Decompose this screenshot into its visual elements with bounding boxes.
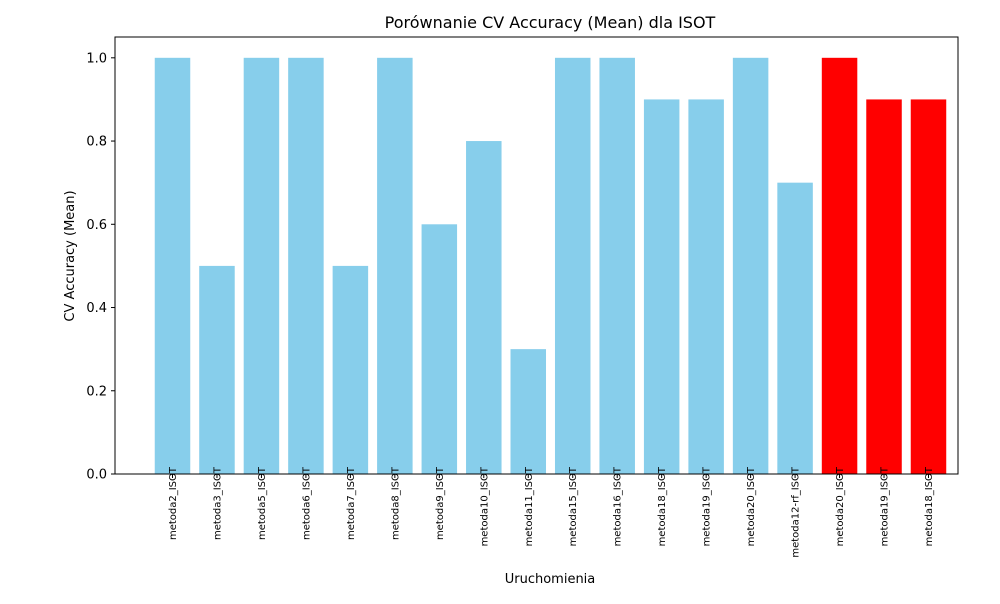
x-tick-label: metoda5_ISOT [257,466,268,540]
bar-2 [199,265,235,474]
bar-13 [688,99,724,475]
chart-title: Porównanie CV Accuracy (Mean) dla ISOT [385,13,716,32]
y-tick-label: 0.2 [86,384,107,399]
x-tick-label: metoda10_ISOT [479,466,490,546]
y-axis-label: CV Accuracy (Mean) [63,190,78,321]
bar-9 [510,349,547,474]
bar-17 [866,99,902,475]
x-axis-label: Uruchomienia [505,572,596,587]
bar-15 [777,182,813,475]
bar-16 [821,57,858,475]
x-tick-label: metoda18_ISOT [924,466,935,546]
y-tick-label: 0.6 [86,218,107,233]
x-tick-label: metoda19_ISOT [880,466,891,546]
x-tick-label: metoda16_ISOT [613,466,624,546]
bar-6 [377,57,413,475]
x-tick-label: metoda8_ISOT [390,466,401,540]
bars-group [154,57,947,475]
bar-12 [643,99,680,475]
x-tick-label: metoda7_ISOT [346,466,357,540]
bar-10 [554,57,591,475]
x-tick-label: metoda2_ISOT [168,466,179,540]
x-tick-label: metoda12-rf_ISOT [791,466,802,558]
bar-3 [243,57,280,475]
y-tick-label: 0.8 [86,135,107,150]
x-tick-label: metoda9_ISOT [435,466,446,540]
x-tick-label: metoda15_ISOT [568,466,579,546]
y-tick-label: 0.4 [86,301,107,316]
bar-5 [332,265,369,474]
y-tick-label: 0.0 [86,468,107,483]
x-tick-label: metoda19_ISOT [702,466,713,546]
bar-18 [910,99,947,475]
bar-4 [288,57,324,475]
plot-frame [114,36,959,475]
bar-8 [466,141,502,475]
x-tick-label: metoda6_ISOT [301,466,312,540]
x-tick-label: metoda18_ISOT [657,466,668,546]
x-tick-label: metoda3_ISOT [212,466,223,540]
x-tick-label: metoda20_ISOT [746,466,757,546]
x-tick-label: metoda20_ISOT [835,466,846,546]
bar-1 [154,57,191,475]
bar-11 [599,57,635,475]
bar-14 [732,57,769,475]
x-tick-label: metoda11_ISOT [524,466,535,546]
y-tick-label: 1.0 [86,51,107,66]
x-axis-ticks: metoda2_ISOT metoda3_ISOT metoda5_ISOT meto… [168,466,935,558]
y-axis-ticks: 0.0 0.2 0.4 0.6 0.8 1.0 [86,51,115,483]
bar-7 [421,224,458,474]
